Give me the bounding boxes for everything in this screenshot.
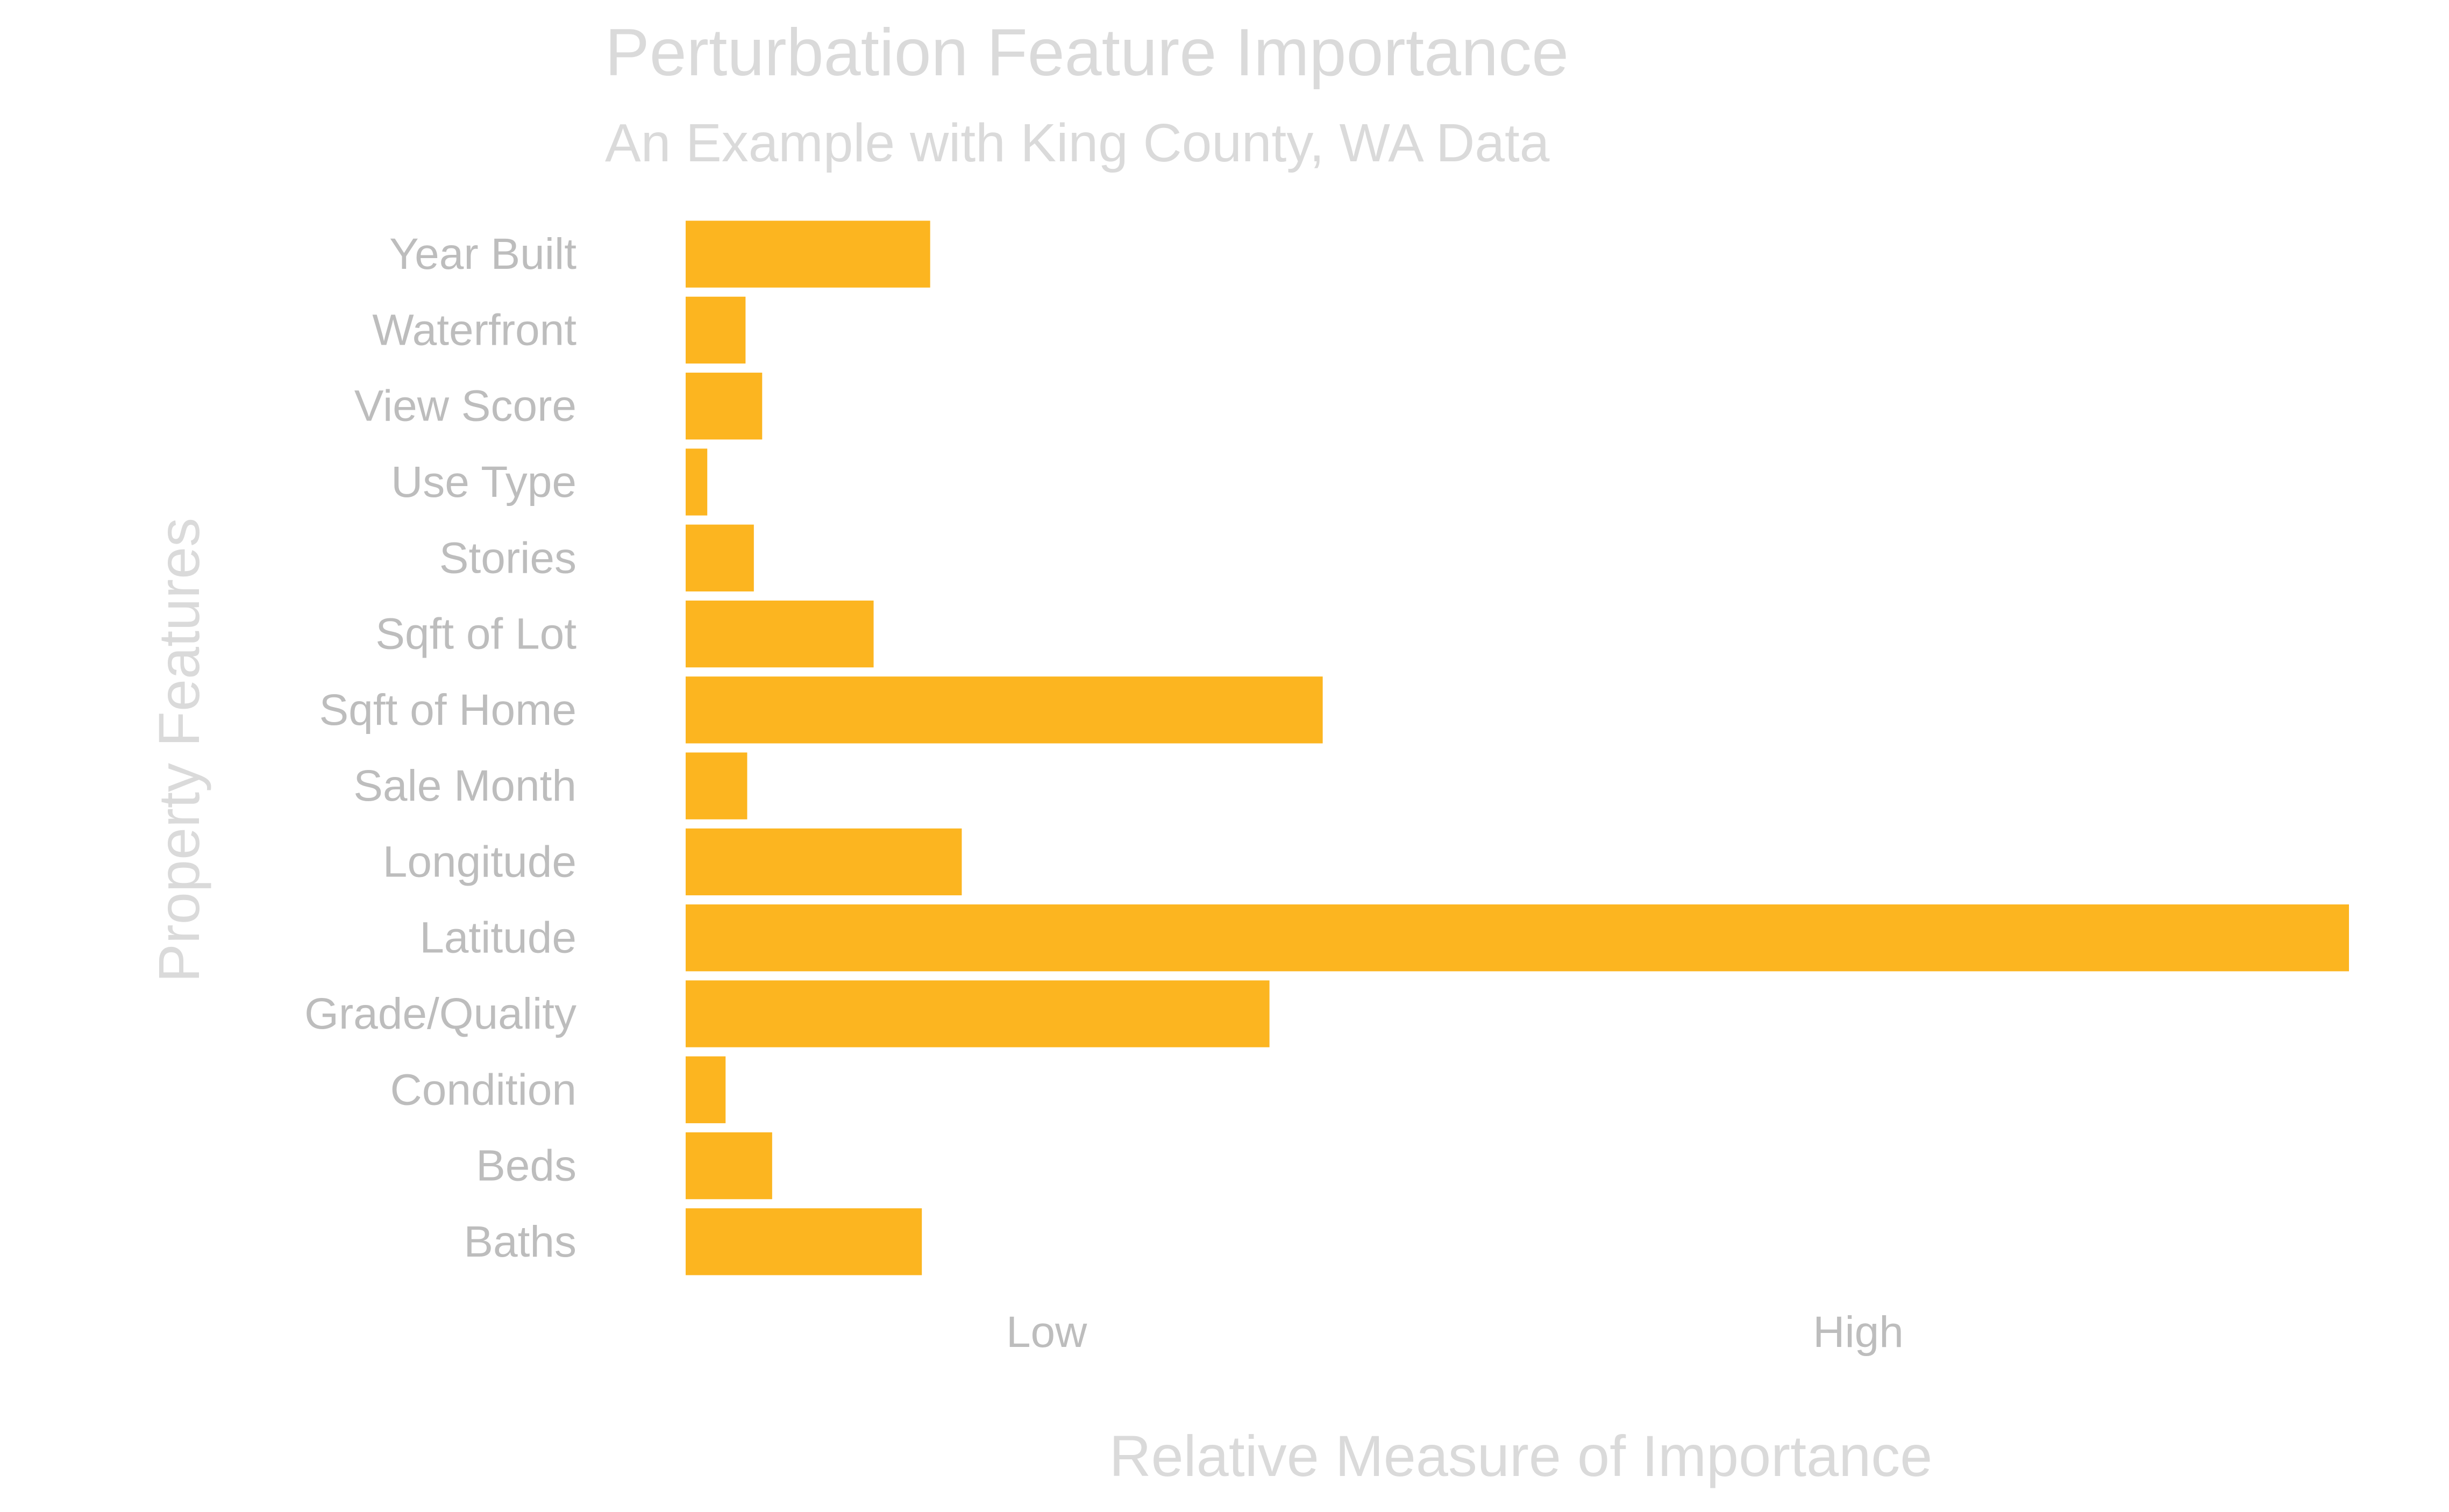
category-label-stories: Stories bbox=[439, 533, 576, 582]
category-label-sqft-of-lot: Sqft of Lot bbox=[375, 610, 576, 659]
bar-use-type bbox=[686, 448, 708, 516]
bar-year-built bbox=[686, 220, 930, 288]
category-label-baths: Baths bbox=[464, 1217, 576, 1266]
bar-beds bbox=[686, 1132, 772, 1200]
x-tick-label-low: Low bbox=[1006, 1308, 1087, 1357]
category-label-waterfront: Waterfront bbox=[372, 305, 576, 354]
category-label-condition: Condition bbox=[390, 1065, 576, 1114]
category-label-beds: Beds bbox=[476, 1142, 576, 1190]
category-label-year-built: Year Built bbox=[389, 230, 576, 279]
bar-waterfront bbox=[686, 296, 746, 364]
bar-baths bbox=[686, 1208, 922, 1275]
bar-latitude bbox=[686, 904, 2349, 972]
category-label-view-score: View Score bbox=[354, 382, 576, 431]
bar-sale-month bbox=[686, 752, 747, 819]
bar-sqft-of-home bbox=[686, 676, 1323, 744]
category-label-grade-quality: Grade/Quality bbox=[304, 989, 576, 1038]
bar-group bbox=[686, 220, 2349, 1275]
category-label-use-type: Use Type bbox=[391, 458, 576, 507]
bar-view-score bbox=[686, 373, 763, 440]
chart-subtitle: An Example with King County, WA Data bbox=[605, 113, 1550, 173]
category-label-longitude: Longitude bbox=[383, 837, 576, 886]
bar-sqft-of-lot bbox=[686, 600, 874, 668]
chart-title: Perturbation Feature Importance bbox=[605, 16, 1569, 90]
x-tick-label-high: High bbox=[1813, 1308, 1904, 1357]
category-label-sqft-of-home: Sqft of Home bbox=[319, 686, 576, 734]
bar-grade-quality bbox=[686, 980, 1270, 1047]
y-axis-title: Property Features bbox=[146, 518, 211, 982]
bar-condition bbox=[686, 1056, 726, 1123]
category-label-group: Year Built Waterfront View Score Use Type St… bbox=[304, 230, 576, 1266]
category-label-latitude: Latitude bbox=[419, 914, 576, 962]
x-axis-title: Relative Measure of Importance bbox=[1109, 1423, 1933, 1488]
bar-longitude bbox=[686, 828, 962, 896]
x-tick-group: Low High bbox=[1006, 1308, 1904, 1357]
category-label-sale-month: Sale Month bbox=[353, 761, 576, 810]
bar-stories bbox=[686, 524, 754, 591]
